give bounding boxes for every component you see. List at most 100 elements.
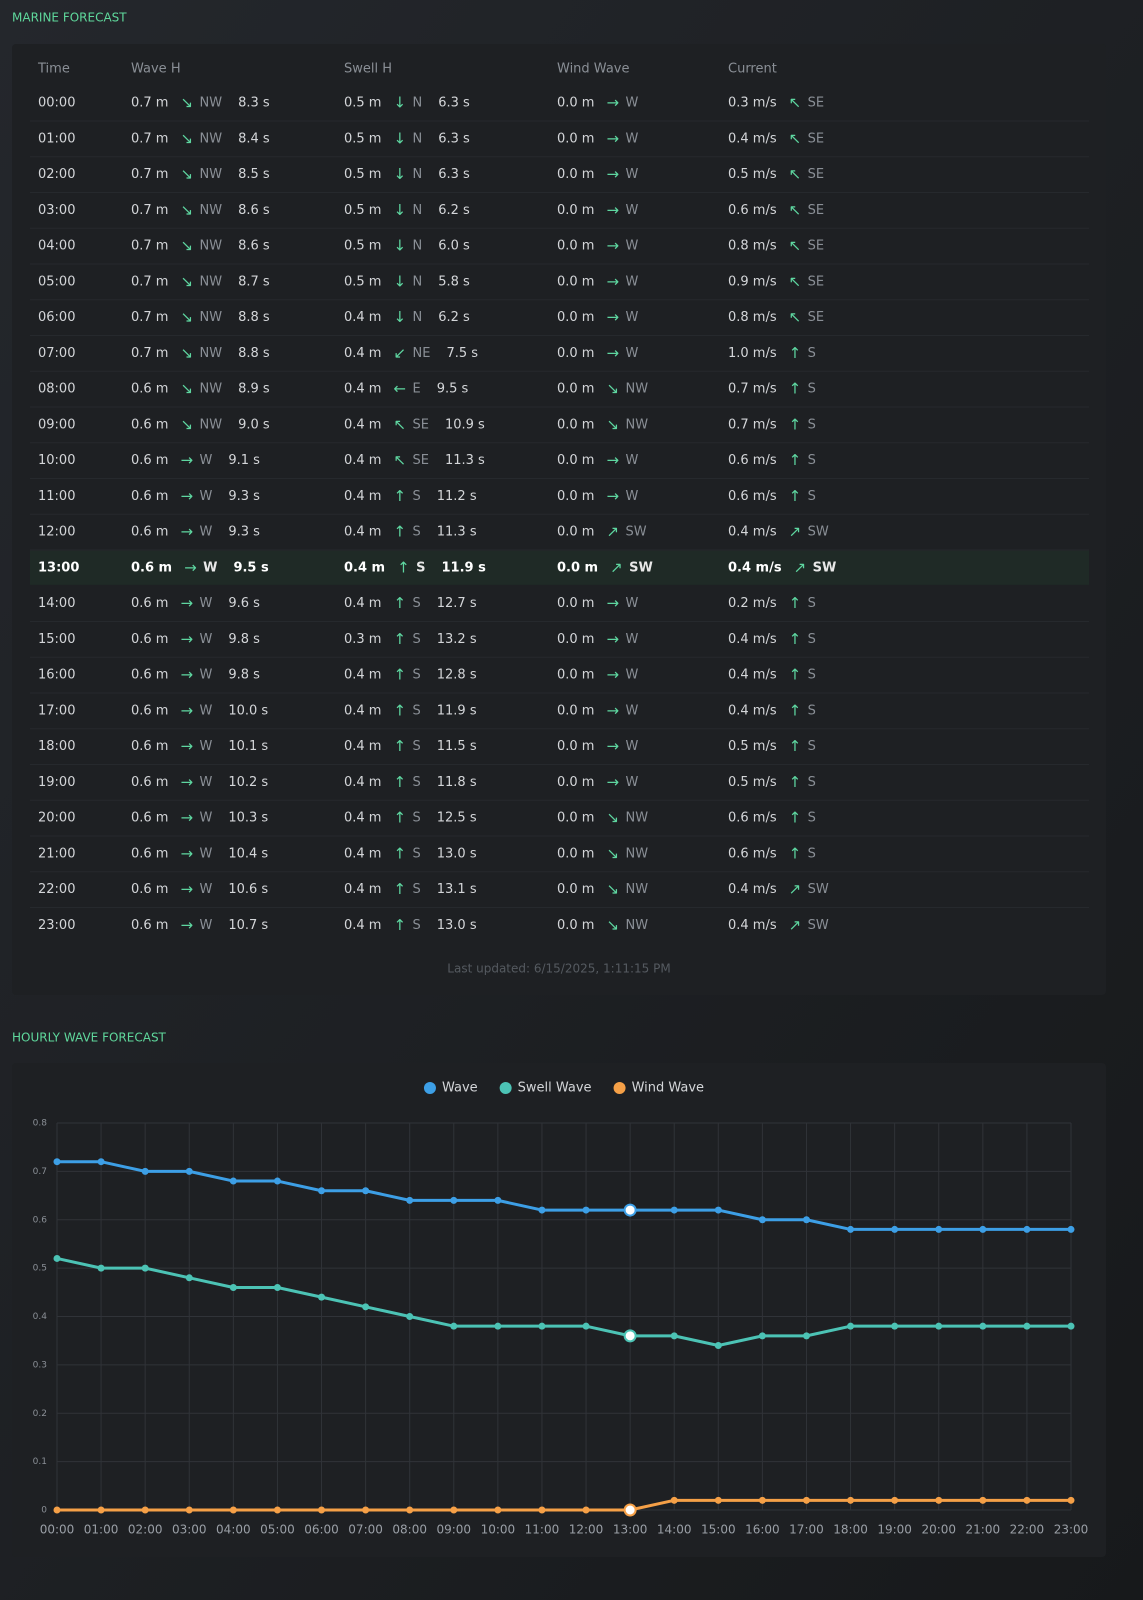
data-point (141, 1264, 149, 1272)
x-tick-label: 11:00 (525, 1523, 560, 1537)
data-point (494, 1322, 502, 1330)
x-tick-label: 18:00 (833, 1523, 868, 1537)
direction-arrow: ↓ (393, 201, 406, 219)
series-line (57, 1498, 1071, 1512)
time: 04:00 (38, 239, 75, 254)
value: 0.7 m/s (728, 382, 777, 397)
direction: S (808, 382, 816, 397)
value: 0.4 m/s (728, 703, 777, 718)
value: 0.4 m (344, 668, 381, 683)
direction-arrow: → (180, 630, 193, 648)
data-point (847, 1496, 855, 1504)
direction: NW (199, 382, 222, 397)
direction-arrow: ↑ (393, 594, 406, 612)
direction-arrow: ↑ (789, 844, 802, 862)
period: 6.2 s (438, 310, 470, 325)
time: 03:00 (38, 203, 75, 218)
direction: W (625, 596, 638, 611)
direction-arrow: → (180, 594, 193, 612)
direction-arrow: ↑ (789, 630, 802, 648)
direction-arrow: ↗ (606, 523, 619, 541)
value: 0.4 m/s (728, 918, 777, 933)
period: 8.6 s (238, 239, 270, 254)
data-point (1067, 1225, 1075, 1233)
value: 0.6 m (131, 453, 168, 468)
direction-arrow: ↘ (180, 308, 193, 326)
direction: SE (808, 274, 824, 289)
value: 0.4 m (344, 596, 381, 611)
data-point (538, 1206, 546, 1214)
direction: NW (199, 167, 222, 182)
time: 00:00 (38, 96, 75, 111)
direction-arrow: ↑ (789, 344, 802, 362)
direction-arrow: ↓ (393, 129, 406, 147)
direction-arrow: ↘ (606, 916, 619, 934)
period: 9.1 s (228, 453, 260, 468)
value: 0.0 m (557, 703, 594, 718)
period: 9.0 s (238, 417, 270, 432)
data-point (847, 1225, 855, 1233)
data-point (273, 1506, 281, 1514)
data-point (582, 1322, 590, 1330)
time: 18:00 (38, 739, 75, 754)
value: 0.2 m/s (728, 596, 777, 611)
direction: NW (625, 882, 648, 897)
legend-marker (499, 1082, 512, 1094)
data-point (979, 1322, 987, 1330)
direction-arrow: → (606, 94, 619, 112)
y-tick-label: 0.3 (33, 1360, 47, 1370)
direction: W (199, 632, 212, 647)
direction-arrow: ↑ (393, 773, 406, 791)
period: 12.8 s (437, 668, 477, 683)
direction: W (625, 668, 638, 683)
direction: W (625, 346, 638, 361)
value: 0.9 m/s (728, 274, 777, 289)
data-point (714, 1206, 722, 1214)
value: 0.4 m/s (728, 668, 777, 683)
direction-arrow: → (180, 701, 193, 719)
data-point (229, 1177, 237, 1185)
direction-arrow: ↑ (393, 487, 406, 505)
column-header: Wind Wave (557, 62, 629, 77)
value: 0.7 m (131, 346, 168, 361)
value: 0.0 m (557, 239, 594, 254)
direction-arrow: → (180, 809, 193, 827)
value: 0.0 m (557, 739, 594, 754)
value: 0.0 m (557, 632, 594, 647)
direction-arrow: ↗ (789, 880, 802, 898)
x-tick-label: 19:00 (877, 1523, 912, 1537)
value: 0.4 m (344, 310, 381, 325)
value: 0.0 m (557, 382, 594, 397)
value: 0.7 m (131, 167, 168, 182)
data-point (670, 1206, 678, 1214)
direction: W (199, 668, 212, 683)
direction-arrow: ↘ (180, 344, 193, 362)
direction-arrow: ↖ (789, 308, 802, 326)
time: 16:00 (38, 668, 75, 683)
time: 11:00 (38, 489, 75, 504)
data-point (97, 1506, 105, 1514)
period: 11.5 s (437, 739, 477, 754)
value: 0.4 m/s (728, 131, 777, 146)
x-tick-label: 16:00 (745, 1523, 780, 1537)
value: 0.6 m (131, 775, 168, 790)
value: 0.5 m/s (728, 167, 777, 182)
table-panel (12, 44, 1106, 995)
direction-arrow: → (606, 487, 619, 505)
value: 0.0 m (557, 274, 594, 289)
data-point (406, 1196, 414, 1204)
direction: SW (813, 560, 837, 575)
y-tick-label: 0.6 (33, 1215, 48, 1225)
period: 10.3 s (228, 811, 268, 826)
direction: W (625, 703, 638, 718)
data-point (494, 1196, 502, 1204)
x-tick-label: 02:00 (128, 1523, 163, 1537)
data-point (185, 1274, 193, 1282)
time: 06:00 (38, 310, 75, 325)
y-tick-label: 0.5 (33, 1264, 47, 1274)
direction-arrow: → (606, 630, 619, 648)
period: 9.6 s (228, 596, 260, 611)
time: 02:00 (38, 167, 75, 182)
column-header: Wave H (131, 62, 181, 77)
direction-arrow: ↖ (789, 165, 802, 183)
